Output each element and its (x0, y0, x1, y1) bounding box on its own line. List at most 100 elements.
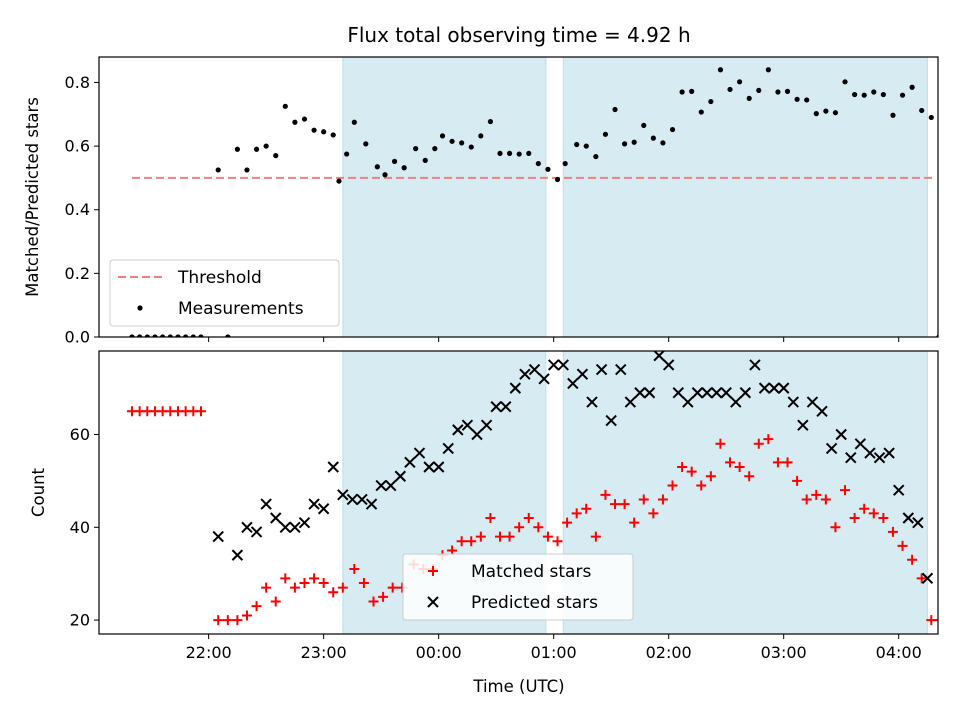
data-point (514, 522, 525, 533)
x-axis-label: Time (UTC) (472, 677, 564, 696)
data-point (883, 447, 895, 459)
data-point (586, 396, 598, 408)
data-point (523, 513, 534, 524)
legend-predicted-swatch (427, 596, 439, 608)
data-point (439, 133, 446, 139)
data-point (490, 400, 502, 413)
data-point (643, 387, 656, 399)
data-point (907, 554, 918, 565)
data-point (849, 513, 860, 524)
data-point (330, 132, 336, 138)
data-point (765, 67, 771, 73)
data-point (669, 126, 676, 133)
data-point (912, 516, 924, 529)
data-point (737, 79, 743, 85)
legend-frame (109, 259, 340, 327)
data-point (634, 387, 646, 399)
data-point (452, 424, 464, 436)
legend-matched-swatch (428, 566, 438, 576)
data-point (816, 405, 828, 418)
data-point (787, 396, 799, 408)
data-point (387, 582, 398, 593)
data-point (167, 334, 173, 337)
x-tick-label: 23:00 (301, 643, 347, 662)
data-point (273, 153, 279, 159)
data-point (667, 480, 678, 491)
data-point (442, 442, 454, 455)
data-point (261, 582, 272, 593)
data-point (902, 512, 914, 524)
data-point (234, 146, 240, 152)
data-point (547, 359, 560, 371)
data-point (708, 98, 714, 105)
data-point (689, 88, 695, 94)
legend-label: Measurements (178, 299, 304, 319)
data-point (456, 536, 467, 547)
data-point (356, 493, 368, 506)
series-matched-stars (126, 406, 938, 626)
data-point (595, 363, 608, 376)
data-point (909, 84, 915, 90)
data-point (241, 610, 252, 621)
data-point (880, 91, 886, 98)
data-point (478, 133, 484, 139)
data-point (401, 165, 407, 171)
data-point (593, 153, 599, 160)
data-point (374, 164, 380, 170)
data-point (801, 494, 812, 505)
observing-window-1 (562, 57, 928, 337)
data-point (749, 359, 761, 371)
data-point (308, 498, 320, 510)
data-point (253, 146, 260, 152)
data-point (500, 400, 512, 413)
data-point (311, 127, 317, 133)
data-point (590, 531, 601, 542)
data-point (459, 140, 465, 146)
data-point (890, 112, 896, 118)
data-point (624, 396, 637, 408)
data-point (190, 334, 196, 337)
data-point (583, 143, 589, 149)
data-point (933, 615, 938, 626)
data-point (129, 334, 135, 337)
data-point (739, 387, 752, 399)
legend-label: Matched stars (471, 562, 591, 582)
data-point (183, 334, 189, 337)
data-point (328, 587, 339, 598)
data-point (250, 526, 263, 538)
data-point (251, 601, 262, 612)
data-point (825, 442, 838, 455)
data-point (516, 151, 522, 157)
data-point (897, 540, 908, 551)
data-point (318, 577, 329, 588)
data-point (820, 494, 831, 505)
data-point (327, 461, 339, 473)
y-tick-label: 0.8 (65, 73, 90, 92)
data-point (519, 368, 531, 380)
data-point (576, 368, 589, 380)
data-point (730, 396, 742, 408)
data-point (222, 615, 233, 626)
data-point (600, 489, 611, 500)
data-point (382, 172, 388, 178)
data-point (864, 447, 876, 459)
y-axis-label: Count (29, 467, 48, 517)
data-point (279, 521, 292, 534)
data-point (717, 67, 724, 73)
y-tick-label: 0.6 (65, 137, 90, 156)
data-point (449, 138, 455, 144)
data-point (175, 334, 181, 337)
data-point (336, 178, 342, 184)
legend: Matched stars Predicted stars (402, 553, 634, 621)
data-point (725, 457, 736, 468)
y-tick-label: 60 (70, 425, 90, 444)
data-point (701, 387, 713, 399)
y-tick-label: 40 (70, 518, 90, 537)
data-point (160, 334, 166, 337)
data-point (567, 377, 579, 390)
data-point (677, 461, 688, 472)
x-tick-label: 00:00 (416, 643, 462, 662)
data-point (813, 111, 819, 117)
data-point (317, 503, 330, 515)
x-tick-label: 22:00 (186, 643, 232, 662)
